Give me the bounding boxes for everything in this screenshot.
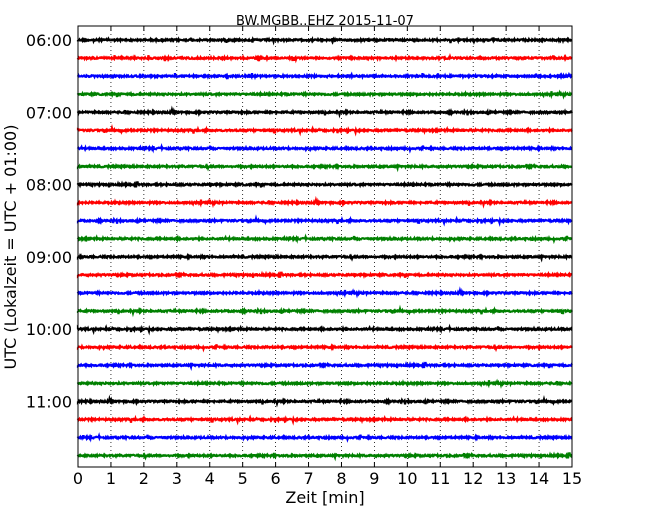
x-tick-label: 5 bbox=[238, 469, 248, 488]
trace-0600 bbox=[76, 36, 573, 46]
trace-0715 bbox=[76, 123, 573, 137]
x-tick-label: 13 bbox=[496, 469, 516, 488]
y-axis-label: UTC (Lokalzeit = UTC + 01:00) bbox=[1, 125, 20, 370]
trace-1145 bbox=[76, 451, 573, 462]
y-tick-label: 09:00 bbox=[26, 248, 72, 267]
trace-0700 bbox=[76, 105, 574, 119]
y-tick-label: 06:00 bbox=[26, 31, 72, 50]
x-tick-label: 8 bbox=[336, 469, 346, 488]
x-tick-label: 15 bbox=[562, 469, 582, 488]
x-tick-label: 0 bbox=[73, 469, 83, 488]
trace-0845 bbox=[76, 233, 573, 245]
x-tick-label: 6 bbox=[271, 469, 281, 488]
x-axis-label: Zeit [min] bbox=[285, 488, 364, 507]
y-tick-label: 11:00 bbox=[26, 392, 72, 411]
x-tick-label: 10 bbox=[397, 469, 417, 488]
x-tick-label: 9 bbox=[369, 469, 379, 488]
trace-1000 bbox=[76, 323, 573, 336]
x-tick-label: 1 bbox=[106, 469, 116, 488]
trace-0900 bbox=[76, 252, 573, 263]
trace-0630 bbox=[76, 71, 573, 81]
trace-1015 bbox=[76, 343, 573, 353]
y-tick-label: 08:00 bbox=[26, 176, 72, 195]
trace-0645 bbox=[76, 89, 573, 100]
trace-0800 bbox=[76, 180, 573, 189]
x-tick-label: 11 bbox=[430, 469, 450, 488]
x-tick-label: 3 bbox=[172, 469, 182, 488]
trace-1030 bbox=[76, 361, 573, 372]
plot-frame bbox=[77, 25, 573, 468]
trace-0945 bbox=[76, 304, 573, 318]
chart-title: BW.MGBB..EHZ 2015-11-07 bbox=[236, 14, 414, 29]
trace-0615 bbox=[76, 52, 573, 64]
y-tick-label: 07:00 bbox=[26, 103, 72, 122]
x-tick-label: 2 bbox=[139, 469, 149, 488]
y-tick-label: 10:00 bbox=[26, 320, 72, 339]
x-tick-label: 7 bbox=[303, 469, 313, 488]
trace-0830 bbox=[76, 214, 573, 228]
grid-lines bbox=[110, 26, 540, 467]
trace-1045 bbox=[76, 378, 573, 389]
trace-0815 bbox=[76, 195, 573, 209]
trace-0730 bbox=[76, 142, 573, 154]
trace-1130 bbox=[76, 432, 573, 443]
y-axis: 06:00 07:00 08:00 09:00 10:00 11:00 bbox=[26, 31, 83, 411]
x-tick-label: 4 bbox=[205, 469, 215, 488]
trace-0930 bbox=[76, 286, 573, 299]
trace-0915 bbox=[76, 270, 573, 280]
trace-0745 bbox=[76, 162, 573, 173]
x-axis: 0 1 2 3 4 5 6 7 8 9 10 11 12 13 14 15 bbox=[73, 26, 582, 488]
traces bbox=[76, 36, 574, 462]
x-tick-label: 14 bbox=[529, 469, 549, 488]
trace-1100 bbox=[76, 394, 573, 408]
x-tick-label: 12 bbox=[463, 469, 483, 488]
trace-1115 bbox=[76, 414, 573, 426]
